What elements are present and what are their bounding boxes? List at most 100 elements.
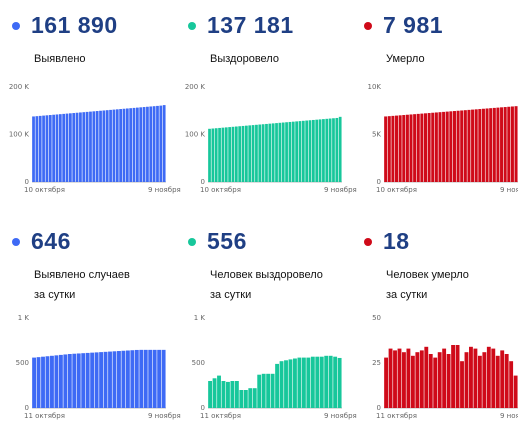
- bar: [243, 390, 248, 408]
- headline-stat: 556: [188, 228, 247, 255]
- bar-chart: 0 100 K 200 K 10 октября 9 ноября: [185, 83, 357, 194]
- bar: [221, 381, 226, 408]
- bar: [402, 115, 406, 182]
- bar: [62, 113, 66, 182]
- bar: [482, 352, 487, 408]
- bar: [495, 355, 500, 408]
- bar-chart: 0 5K 10K 10 октября 9 ноября: [368, 83, 518, 194]
- bar: [35, 116, 39, 182]
- bar: [139, 107, 143, 182]
- x-tick-label: 9 ноября: [324, 412, 357, 420]
- bar: [315, 356, 320, 408]
- bar: [513, 375, 518, 408]
- stat-label: за сутки: [386, 289, 428, 301]
- bar: [234, 126, 238, 182]
- y-tick-label: 0: [377, 404, 381, 412]
- bar: [318, 119, 322, 182]
- bar: [125, 108, 129, 182]
- bar: [509, 361, 514, 408]
- bar: [67, 354, 72, 408]
- bar: [405, 114, 409, 182]
- bar: [146, 106, 149, 182]
- bar: [395, 115, 399, 182]
- bar: [142, 107, 146, 182]
- bar: [305, 120, 309, 182]
- bar: [335, 117, 339, 182]
- bar: [99, 110, 102, 182]
- bar: [94, 352, 99, 408]
- bar: [149, 106, 153, 182]
- headline-stat: 137 181: [188, 12, 294, 39]
- bar: [266, 373, 271, 408]
- panel-recovered-total: 137 181 Выздоровело 0 100 K 200 K 10 октября 9…: [185, 12, 357, 222]
- bar: [428, 354, 433, 408]
- bar: [103, 351, 108, 408]
- bar: [496, 107, 500, 182]
- bar: [449, 111, 453, 182]
- bar: [464, 352, 469, 408]
- bar: [271, 123, 275, 182]
- bar: [32, 357, 37, 408]
- bar: [384, 357, 389, 408]
- bar: [92, 111, 96, 182]
- bar: [48, 115, 52, 182]
- bar: [75, 112, 79, 182]
- bar: [324, 355, 329, 408]
- bar: [248, 388, 253, 408]
- bar: [85, 352, 90, 408]
- bar: [38, 115, 42, 182]
- bar: [252, 388, 257, 408]
- bar: [55, 114, 59, 182]
- y-tick-label: 500: [16, 359, 29, 367]
- bar: [325, 118, 329, 182]
- bar: [431, 112, 435, 182]
- bar: [503, 107, 507, 182]
- bar: [281, 122, 285, 182]
- bar: [306, 357, 311, 408]
- x-tick-label: 9 ноября: [148, 412, 181, 420]
- x-tick-label: 10 октября: [24, 186, 65, 194]
- bar: [328, 355, 333, 408]
- bar: [492, 107, 496, 182]
- bar: [293, 358, 297, 408]
- bar: [122, 108, 126, 182]
- bullet-icon: [188, 21, 196, 30]
- bar: [409, 114, 413, 182]
- headline-stat: 7 981: [364, 12, 443, 39]
- bar: [393, 350, 397, 408]
- bar: [279, 361, 284, 408]
- bar: [491, 348, 496, 408]
- bar: [486, 346, 491, 408]
- bar: [162, 105, 166, 182]
- bullet-icon: [12, 21, 20, 30]
- bar: [69, 113, 72, 182]
- bar: [301, 357, 306, 408]
- bar: [285, 122, 288, 182]
- bar: [291, 121, 295, 182]
- bar: [406, 348, 411, 408]
- bar: [76, 353, 81, 408]
- bar: [211, 128, 215, 182]
- bar: [228, 127, 231, 182]
- bar: [248, 125, 252, 182]
- bar: [319, 356, 324, 408]
- bar: [500, 107, 504, 182]
- bar: [82, 112, 86, 182]
- bar: [402, 352, 406, 408]
- bar: [445, 111, 449, 182]
- bar: [397, 348, 402, 408]
- bar: [230, 381, 235, 408]
- stat-value: 18: [383, 228, 410, 254]
- panel-deaths-day: 18 Человек умерло за сутки 0 25 50 11 октября 9…: [364, 228, 518, 438]
- bar: [159, 105, 163, 182]
- bar: [58, 354, 63, 408]
- y-tick-label: 500: [192, 359, 205, 367]
- bar: [442, 111, 446, 182]
- y-tick-label: 0: [201, 404, 205, 412]
- bar: [214, 128, 218, 182]
- bar: [442, 348, 447, 408]
- bullet-icon: [12, 237, 20, 246]
- bar: [473, 348, 478, 408]
- bar: [238, 126, 242, 182]
- bar: [297, 357, 302, 408]
